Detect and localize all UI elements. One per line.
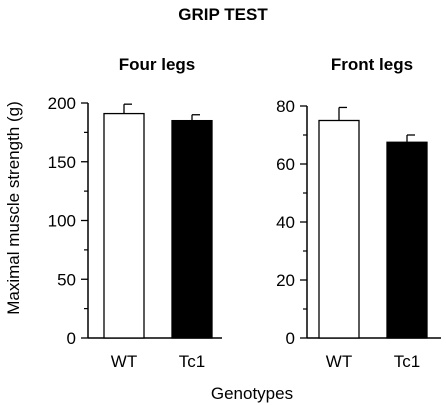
four-legs-wt-bar (103, 112, 145, 339)
four-legs-y-tick-label: 0 (67, 329, 76, 348)
four-legs-y-tick-label: 150 (48, 153, 76, 172)
front-legs-y-tick-label: 60 (276, 155, 295, 174)
front-legs-panel: Front legs 0 20 40 60 80 WT Tc1 (276, 55, 441, 371)
four-legs-y-tick-label: 100 (48, 212, 76, 231)
four-legs-y-tick-label: 50 (57, 270, 76, 289)
front-legs-tc1-label: Tc1 (394, 352, 420, 371)
front-legs-title: Front legs (331, 55, 413, 74)
front-legs-y-tick-label: 80 (276, 97, 295, 116)
four-legs-tc1-label: Tc1 (179, 352, 205, 371)
four-legs-title: Four legs (119, 55, 196, 74)
x-axis-label: Genotypes (211, 384, 293, 403)
four-legs-wt-label: WT (111, 352, 137, 371)
front-legs-wt-bar (318, 119, 360, 339)
y-axis-label: Maximal muscle strength (g) (4, 101, 23, 315)
four-legs-y-tick-label: 200 (48, 94, 76, 113)
figure-title: GRIP TEST (178, 5, 268, 24)
front-legs-y-tick-label: 20 (276, 271, 295, 290)
front-legs-y-tick-label: 0 (286, 329, 295, 348)
front-legs-tc1-bar (386, 141, 428, 339)
front-legs-y-tick-label: 40 (276, 213, 295, 232)
front-legs-wt-label: WT (326, 352, 352, 371)
four-legs-tc1-bar (171, 119, 213, 339)
four-legs-panel: Four legs 0 50 100 150 200 WT Tc1 (48, 55, 222, 371)
